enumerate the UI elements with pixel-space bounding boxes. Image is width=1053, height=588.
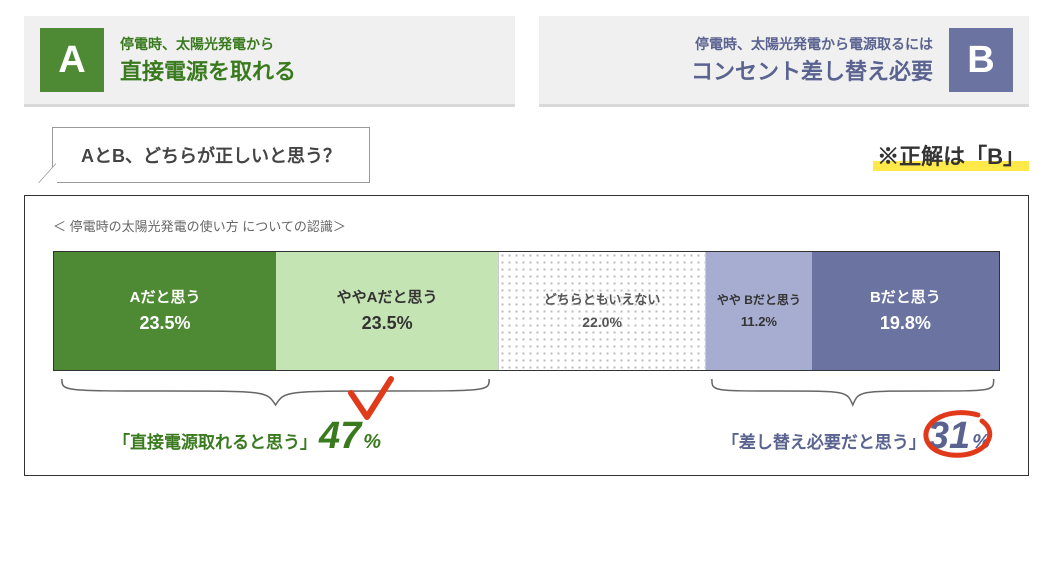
bracket-row (53, 377, 1000, 417)
options-row: A 停電時、太陽光発電から 直接電源を取れる 停電時、太陽光発電から電源取るには… (24, 16, 1029, 107)
option-b-sub: 停電時、太陽光発電から電源取るには (691, 34, 933, 54)
option-b-badge: B (949, 28, 1013, 92)
bar-segment-4: Bだと思う 19.8% (812, 252, 999, 370)
option-a-card: A 停電時、太陽光発電から 直接電源を取れる (24, 16, 515, 107)
option-a-text: 停電時、太陽光発電から 直接電源を取れる (120, 34, 296, 86)
answer-note: ※正解は「B」 (873, 139, 1029, 171)
chart-title: ＜ 停電時の太陽光発電の使い方 についての認識＞ (53, 216, 1000, 235)
option-a-badge: A (40, 28, 104, 92)
segment-value: 11.2% (741, 314, 777, 329)
chart-container: ＜ 停電時の太陽光発電の使い方 についての認識＞ Aだと思う23.5%ややAだと… (24, 195, 1029, 476)
total-a: 「直接電源取れると思う」 47 % (113, 417, 381, 455)
segment-value: 22.0% (582, 314, 622, 330)
stacked-bar: Aだと思う 23.5% ややAだと思う 23.5% どちらともいえない 22.0% やや B… (53, 251, 1000, 371)
bar-segment-0: Aだと思う 23.5% (54, 252, 276, 370)
total-b-label: 「差し替え必要だと思う」 (722, 428, 926, 453)
segment-label: やや Bだと思う (717, 293, 801, 309)
option-a-sub: 停電時、太陽光発電から (120, 34, 296, 54)
bar-segment-1: ややAだと思う 23.5% (276, 252, 498, 370)
segment-value: 19.8% (880, 313, 931, 334)
bar-segment-2: どちらともいえない 22.0% (498, 252, 706, 370)
total-b: 「差し替え必要だと思う」 31 % (722, 417, 990, 455)
option-b-main: コンセント差し替え必要 (691, 54, 933, 86)
segment-value: 23.5% (362, 313, 413, 334)
circle-mark-icon (918, 409, 998, 461)
total-a-pct: % (363, 431, 381, 454)
brace-icon (53, 377, 498, 413)
totals-row: 「直接電源取れると思う」 47 % 「差し替え必要だと思う」 31 % (53, 417, 1000, 455)
brace-icon (706, 377, 1000, 413)
segment-label: ややAだと思う (337, 288, 438, 308)
option-b-card: 停電時、太陽光発電から電源取るには コンセント差し替え必要 B (539, 16, 1030, 107)
check-mark-icon (343, 373, 397, 427)
bar-segment-3: やや Bだと思う 11.2% (706, 252, 812, 370)
option-b-text: 停電時、太陽光発電から電源取るには コンセント差し替え必要 (691, 34, 933, 86)
segment-label: Aだと思う (130, 288, 201, 308)
question-bubble: AとB、どちらが正しいと思う？ (52, 127, 370, 183)
option-a-main: 直接電源を取れる (120, 54, 296, 86)
question-row: AとB、どちらが正しいと思う？ ※正解は「B」 (24, 127, 1029, 183)
segment-label: どちらともいえない (544, 292, 661, 309)
total-a-label: 「直接電源取れると思う」 (113, 428, 317, 453)
segment-label: Bだと思う (870, 288, 941, 308)
segment-value: 23.5% (140, 313, 191, 334)
